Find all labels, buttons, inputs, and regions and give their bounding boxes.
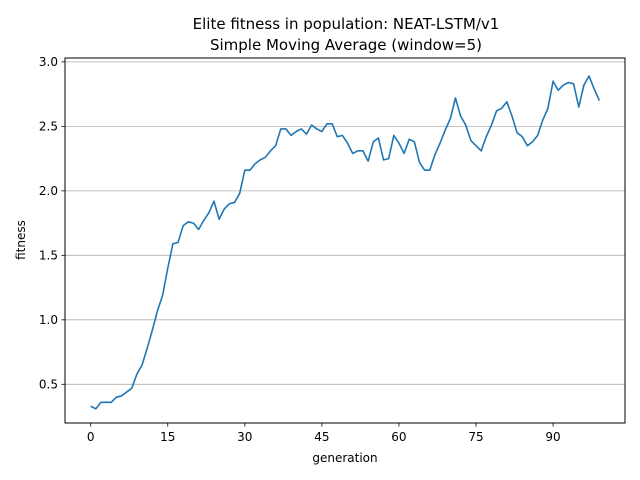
y-axis-label: fitness [14, 220, 28, 260]
chart-subtitle: Simple Moving Average (window=5) [210, 36, 482, 54]
y-tick-label: 1.0 [39, 313, 58, 327]
series-lines [90, 75, 601, 410]
y-tick-label: 2.0 [39, 184, 58, 198]
y-tick-label: 0.5 [39, 377, 58, 391]
series-line-fitness [90, 75, 601, 410]
y-tick-label: 1.5 [39, 248, 58, 262]
x-tick-label: 15 [160, 430, 175, 444]
x-tick-label: 75 [468, 430, 483, 444]
y-tick-label: 2.5 [39, 119, 58, 133]
tick-labels: 0.5 1.0 1.5 2.0 2.5 3.0 0 15 30 45 60 75 90 [39, 55, 561, 444]
axis-ticks [61, 61, 554, 427]
y-tick-label: 3.0 [39, 55, 58, 69]
x-tick-label: 45 [314, 430, 329, 444]
x-tick-label: 90 [545, 430, 560, 444]
x-axis-label: generation [312, 451, 377, 465]
plot-frame [64, 57, 626, 424]
grid-lines [65, 61, 625, 385]
x-tick-label: 30 [237, 430, 252, 444]
chart-title: Elite fitness in population: NEAT-LSTM/v… [193, 15, 500, 33]
x-tick-label: 0 [87, 430, 95, 444]
x-tick-label: 60 [391, 430, 406, 444]
